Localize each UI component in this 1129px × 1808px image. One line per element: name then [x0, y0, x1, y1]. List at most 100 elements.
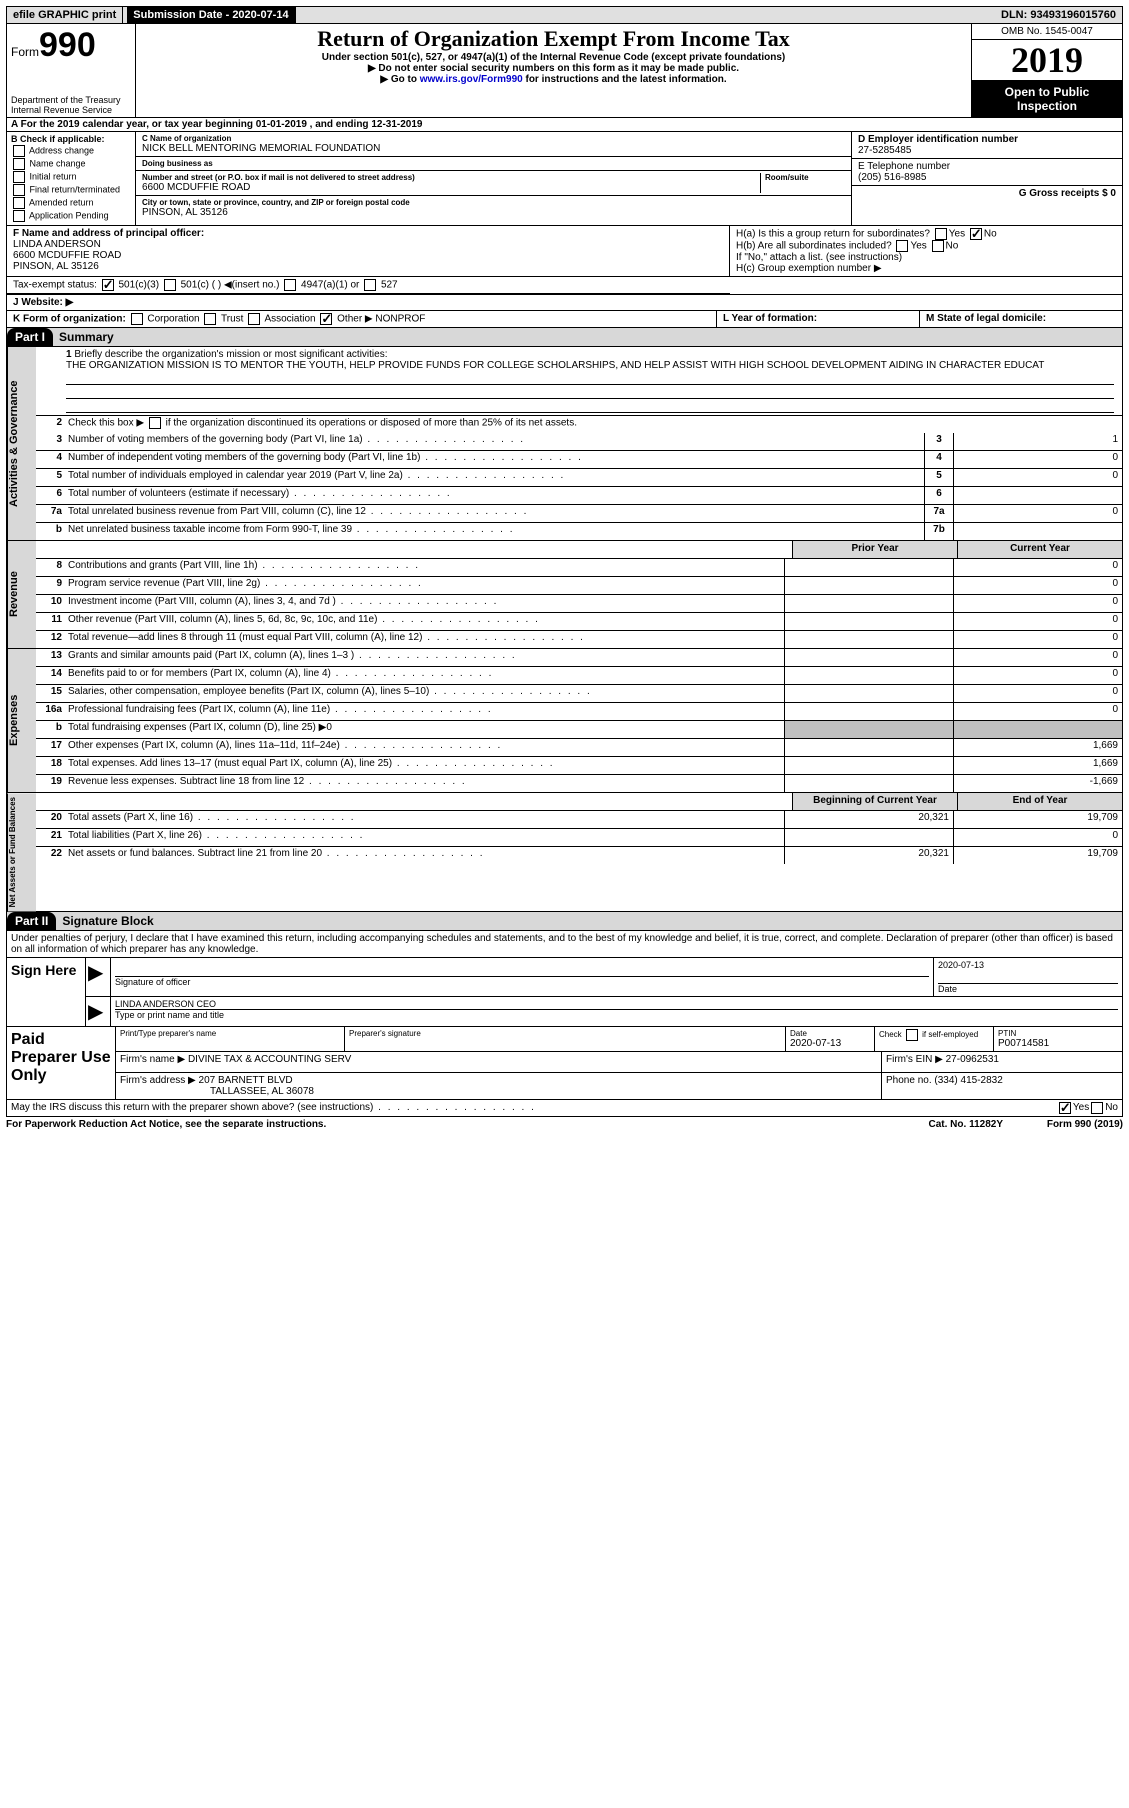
chk-assoc[interactable]: [248, 313, 260, 325]
ptin-value: P00714581: [998, 1038, 1118, 1049]
chk-self-employed[interactable]: [906, 1029, 918, 1041]
table-row: bNet unrelated business taxable income f…: [36, 523, 1122, 540]
dba-label: Doing business as: [142, 159, 845, 168]
line-m: M State of legal domicile:: [926, 313, 1046, 324]
table-row: 14Benefits paid to or for members (Part …: [36, 667, 1122, 685]
part1-header: Part I: [7, 328, 53, 346]
officer-addr: 6600 MCDUFFIE ROAD: [13, 250, 723, 261]
open-public-label: Open to Public Inspection: [972, 81, 1122, 117]
form-title: Return of Organization Exempt From Incom…: [142, 26, 965, 52]
other-value: NONPROF: [375, 314, 425, 325]
chk-501c3[interactable]: [102, 279, 114, 291]
firm-name: DIVINE TAX & ACCOUNTING SERV: [188, 1054, 351, 1065]
form-id-box: Form990 Department of the Treasury Inter…: [7, 24, 136, 117]
chk-initial[interactable]: Initial return: [11, 171, 131, 183]
table-row: bTotal fundraising expenses (Part IX, co…: [36, 721, 1122, 739]
table-row: 20Total assets (Part X, line 16)20,32119…: [36, 811, 1122, 829]
header-line1: Under section 501(c), 527, or 4947(a)(1)…: [142, 52, 965, 63]
h-c-label: H(c) Group exemption number ▶: [736, 263, 1116, 274]
officer-label: F Name and address of principal officer:: [13, 228, 723, 239]
irs-label: Internal Revenue Service: [11, 105, 131, 115]
officer-typed-name: LINDA ANDERSON CEO: [115, 999, 1118, 1010]
chk-final[interactable]: Final return/terminated: [11, 184, 131, 196]
omb-number: OMB No. 1545-0047: [972, 24, 1122, 40]
declaration-text: Under penalties of perjury, I declare th…: [6, 931, 1123, 958]
efile-label[interactable]: efile GRAPHIC print: [7, 7, 123, 23]
part2-header: Part II: [7, 912, 56, 930]
table-row: 8Contributions and grants (Part VIII, li…: [36, 559, 1122, 577]
table-row: 13Grants and similar amounts paid (Part …: [36, 649, 1122, 667]
form-number: 990: [39, 26, 96, 64]
table-row: 5Total number of individuals employed in…: [36, 469, 1122, 487]
table-row: 22Net assets or fund balances. Subtract …: [36, 847, 1122, 864]
firm-addr-label: Firm's address ▶: [120, 1075, 196, 1086]
h-a-no[interactable]: [970, 228, 982, 240]
table-row: 18Total expenses. Add lines 13–17 (must …: [36, 757, 1122, 775]
klm-row: K Form of organization: Corporation Trus…: [6, 311, 1123, 328]
box-h: H(a) Is this a group return for subordin…: [729, 226, 1122, 276]
firm-name-label: Firm's name ▶: [120, 1054, 185, 1065]
chk-other[interactable]: [320, 313, 332, 325]
arrow-icon: ▶: [86, 958, 111, 996]
org-name-label: C Name of organization: [142, 134, 845, 143]
chk-address[interactable]: Address change: [11, 145, 131, 157]
city-state-zip: PINSON, AL 35126: [142, 207, 845, 218]
chk-501c[interactable]: [164, 279, 176, 291]
discuss-text: May the IRS discuss this return with the…: [11, 1102, 536, 1114]
header-line2: ▶ Do not enter social security numbers o…: [142, 63, 965, 74]
chk-trust[interactable]: [204, 313, 216, 325]
line-k-label: K Form of organization:: [13, 314, 126, 325]
firm-addr1: 207 BARNETT BLVD: [199, 1075, 293, 1086]
tax-exempt-row: Tax-exempt status: 501(c)(3) 501(c) ( ) …: [6, 277, 1123, 295]
mission-text: THE ORGANIZATION MISSION IS TO MENTOR TH…: [66, 360, 1044, 371]
chk-pending[interactable]: Application Pending: [11, 210, 131, 222]
ein-value: 27-5285485: [858, 145, 1116, 156]
type-name-label: Type or print name and title: [115, 1010, 224, 1020]
sign-here-label: Sign Here: [7, 958, 86, 1026]
website-row: J Website: ▶: [6, 295, 1123, 311]
chk-corp[interactable]: [131, 313, 143, 325]
prep-sig-hdr: Preparer's signature: [349, 1029, 781, 1038]
discuss-no[interactable]: [1091, 1102, 1103, 1114]
part1-title: Summary: [53, 330, 114, 344]
form-title-box: Return of Organization Exempt From Incom…: [136, 24, 971, 117]
cat-no: Cat. No. 11282Y: [929, 1119, 1003, 1130]
h-b-yes[interactable]: [896, 240, 908, 252]
discuss-yes[interactable]: [1059, 1102, 1071, 1114]
addr-label: Number and street (or P.O. box if mail i…: [142, 173, 760, 182]
street-address: 6600 MCDUFFIE ROAD: [142, 182, 760, 193]
pra-notice: For Paperwork Reduction Act Notice, see …: [6, 1119, 326, 1130]
side-expenses: Expenses: [7, 649, 36, 792]
f-h-row: F Name and address of principal officer:…: [6, 226, 1123, 277]
form-prefix: Form: [11, 45, 39, 59]
ein-label: D Employer identification number: [858, 134, 1116, 145]
table-row: 19Revenue less expenses. Subtract line 1…: [36, 775, 1122, 792]
right-info: D Employer identification number 27-5285…: [851, 132, 1122, 225]
table-row: 12Total revenue—add lines 8 through 11 (…: [36, 631, 1122, 648]
firm-addr2: TALLASSEE, AL 36078: [120, 1086, 314, 1097]
officer-name: LINDA ANDERSON: [13, 239, 723, 250]
h-b-no[interactable]: [932, 240, 944, 252]
table-row: 10Investment income (Part VIII, column (…: [36, 595, 1122, 613]
chk-amended[interactable]: Amended return: [11, 197, 131, 209]
table-row: 4Number of independent voting members of…: [36, 451, 1122, 469]
top-bar: efile GRAPHIC print Submission Date - 20…: [6, 6, 1123, 24]
h-a-yes[interactable]: [935, 228, 947, 240]
chk-name[interactable]: Name change: [11, 158, 131, 170]
footer: For Paperwork Reduction Act Notice, see …: [6, 1117, 1123, 1132]
chk-4947[interactable]: [284, 279, 296, 291]
table-row: 17Other expenses (Part IX, column (A), l…: [36, 739, 1122, 757]
arrow-icon-2: ▶: [86, 997, 111, 1026]
chk-discontinued[interactable]: [149, 417, 161, 429]
table-row: 15Salaries, other compensation, employee…: [36, 685, 1122, 703]
instructions-link[interactable]: www.irs.gov/Form990: [420, 74, 523, 85]
form-header: Form990 Department of the Treasury Inter…: [6, 24, 1123, 118]
hdr-end: End of Year: [957, 793, 1122, 810]
table-row: 9Program service revenue (Part VIII, lin…: [36, 577, 1122, 595]
line-l: L Year of formation:: [723, 313, 817, 324]
dln: DLN: 93493196015760: [995, 7, 1122, 23]
box-f: F Name and address of principal officer:…: [7, 226, 729, 276]
firm-phone-label: Phone no.: [886, 1075, 932, 1086]
hdr-prior: Prior Year: [792, 541, 957, 558]
chk-527[interactable]: [364, 279, 376, 291]
